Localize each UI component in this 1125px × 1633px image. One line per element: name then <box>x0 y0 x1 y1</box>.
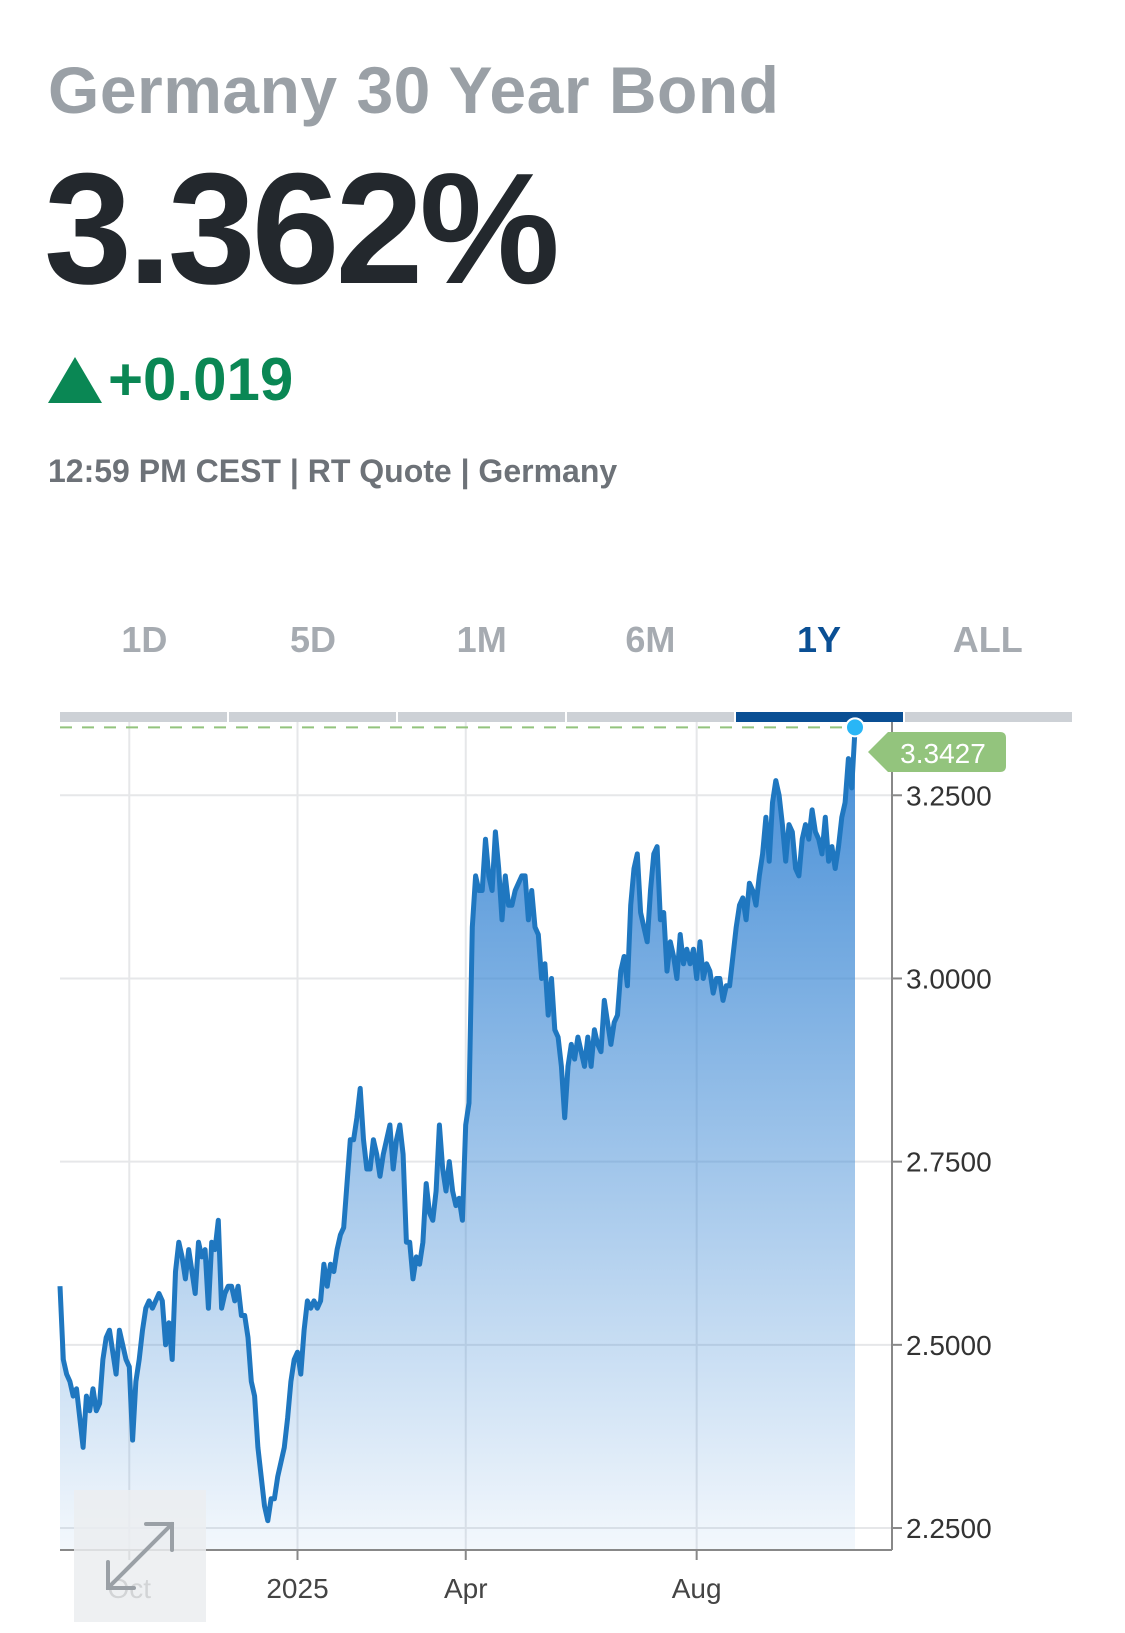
tab-1m[interactable]: 1M <box>456 619 507 660</box>
tab-underline-segment-active <box>736 712 903 722</box>
page-title: Germany 30 Year Bond <box>48 53 780 127</box>
y-tick-label: 3.0000 <box>906 963 992 994</box>
tab-underline-segment <box>567 712 734 722</box>
tab-underline-segment <box>905 712 1072 722</box>
chart-series-line <box>57 729 858 1524</box>
y-tick-label: 2.2500 <box>906 1513 992 1544</box>
last-value-label-bg <box>868 732 1006 772</box>
x-tick-label: 2025 <box>266 1573 328 1604</box>
triangle-up-icon <box>48 357 102 403</box>
expand-arrows-icon <box>106 1522 174 1590</box>
quote-meta: 12:59 PM CEST | RT Quote | Germany <box>48 453 618 489</box>
x-tick-label: Apr <box>444 1573 488 1604</box>
current-price: 3.362% <box>44 141 560 317</box>
tab-1y[interactable]: 1Y <box>797 619 842 660</box>
tab-all[interactable]: ALL <box>952 619 1023 660</box>
y-axis-ticks: 3.2500 3.0000 2.7500 2.5000 2.2500 <box>892 780 992 1544</box>
time-range-tabs: 1D 5D 1M 6M 1Y ALL <box>60 614 1072 666</box>
y-tick-label: 2.7500 <box>906 1147 992 1178</box>
tab-5d[interactable]: 5D <box>289 619 337 660</box>
tab-underline-segment <box>60 712 227 722</box>
expand-chart-button[interactable] <box>74 1490 206 1622</box>
x-tick-label: Aug <box>672 1573 722 1604</box>
tab-1d[interactable]: 1D <box>121 619 168 660</box>
tab-underline-segment <box>398 712 565 722</box>
last-value-label: 3.3427 <box>900 738 986 769</box>
chart-area-fill <box>60 729 855 1550</box>
tab-underline-segment <box>229 712 396 722</box>
y-tick-label: 2.5000 <box>906 1330 992 1361</box>
tab-underline <box>60 712 1072 722</box>
price-change: +0.019 <box>48 350 293 410</box>
price-change-value: +0.019 <box>108 346 294 413</box>
y-tick-label: 3.2500 <box>906 780 992 811</box>
tab-6m[interactable]: 6M <box>625 619 676 660</box>
last-value-dot <box>845 717 865 738</box>
